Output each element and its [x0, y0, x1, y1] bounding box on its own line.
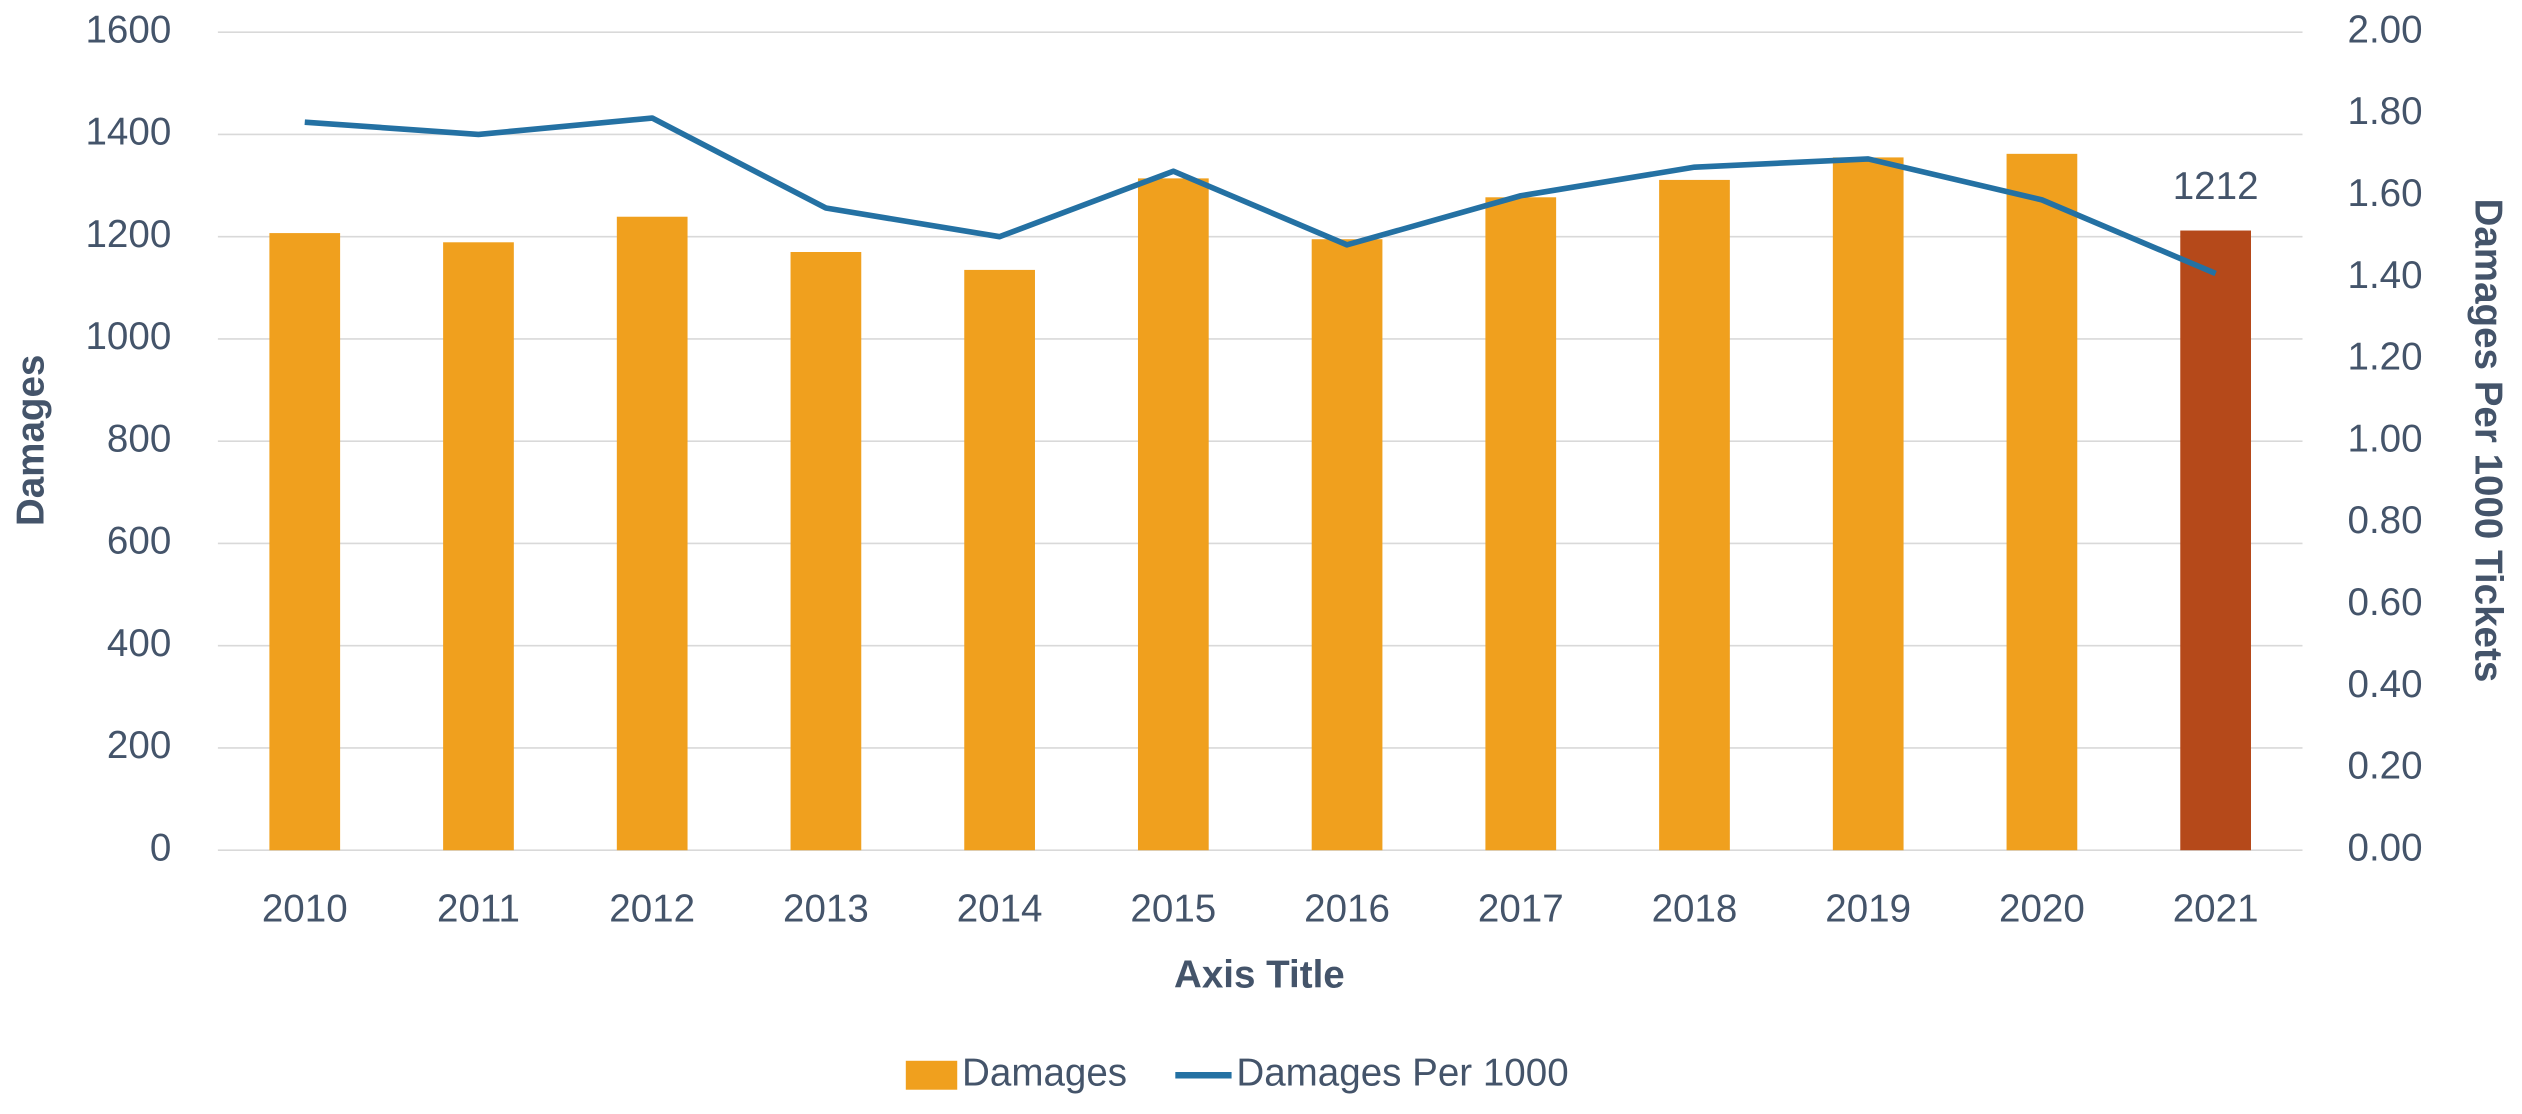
bar [2006, 153, 2078, 851]
y-tick-label: 1000 [85, 315, 171, 358]
y2-tick-label: 1.20 [2347, 336, 2422, 379]
y2-tick-label: 2.00 [2347, 8, 2422, 51]
x-tick-label: 2020 [1999, 887, 2085, 930]
y2-tick-label: 1.00 [2347, 417, 2422, 460]
bar [269, 233, 341, 851]
x-tick-label: 2019 [1825, 887, 1911, 930]
bar [964, 269, 1035, 851]
bar [1485, 197, 1557, 851]
bar [1659, 179, 1730, 851]
bar [1311, 239, 1383, 851]
y2-tick-label: 1.60 [2347, 172, 2422, 215]
y2-tick-label: 1.40 [2347, 254, 2422, 297]
y2-tick-label: 0.20 [2347, 745, 2422, 788]
x-tick-label: 2017 [1478, 887, 1564, 930]
y2-tick-label: 0.60 [2347, 581, 2422, 624]
x-tick-label: 2021 [2173, 887, 2259, 930]
bar [1832, 157, 1904, 851]
y2-tick-label: 0.00 [2347, 826, 2422, 869]
y-tick-label: 200 [107, 724, 171, 767]
y-tick-label: 800 [107, 417, 171, 460]
legend-label: Damages [962, 1051, 1127, 1094]
y2-axis-title: Damages Per 1000 Tickets [2467, 198, 2510, 682]
x-tick-label: 2018 [1652, 887, 1738, 930]
x-tick-label: 2012 [609, 887, 695, 930]
y-tick-label: 400 [107, 622, 171, 665]
bar [443, 242, 514, 851]
y-tick-label: 0 [150, 826, 171, 869]
x-tick-label: 2011 [437, 887, 520, 930]
x-tick-label: 2015 [1130, 887, 1216, 930]
bar [616, 216, 688, 851]
bar [1137, 178, 1209, 851]
legend-label: Damages Per 1000 [1236, 1051, 1568, 1094]
bar [790, 252, 862, 851]
y2-tick-label: 0.40 [2347, 663, 2422, 706]
bar [2180, 230, 2251, 851]
y2-tick-label: 1.80 [2347, 90, 2422, 133]
data-label: 1212 [2173, 165, 2259, 208]
y-tick-label: 1400 [85, 111, 171, 154]
x-tick-label: 2010 [262, 887, 348, 930]
y-axis-title: Damages [9, 355, 52, 526]
x-axis-title: Axis Title [1174, 953, 1345, 996]
legend-swatch [905, 1060, 958, 1090]
y-tick-label: 1200 [85, 213, 171, 256]
x-tick-label: 2013 [783, 887, 869, 930]
x-tick-label: 2014 [957, 887, 1043, 930]
y2-tick-label: 0.80 [2347, 499, 2422, 542]
x-tick-label: 2016 [1304, 887, 1390, 930]
y-tick-label: 1600 [85, 8, 171, 51]
y-tick-label: 600 [107, 520, 171, 563]
line [304, 115, 2217, 277]
